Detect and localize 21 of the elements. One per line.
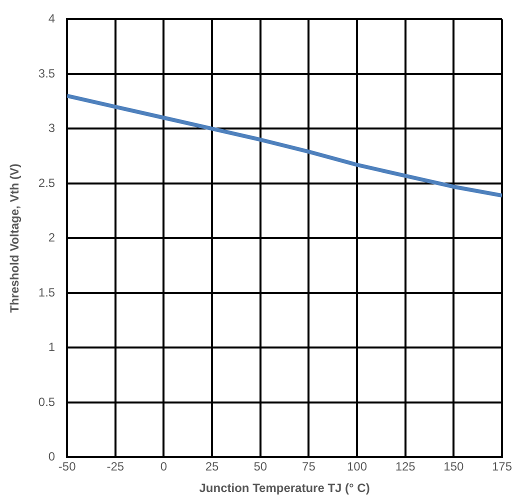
x-tick-label: 125	[395, 460, 416, 474]
y-tick-label: 0	[48, 450, 56, 464]
y-tick-label: 0.5	[38, 394, 56, 409]
y-tick-label: 1	[48, 340, 56, 354]
x-tick-label: -50	[58, 460, 76, 474]
y-tick-label: 1.5	[38, 285, 56, 300]
x-tick-label: 50	[254, 460, 268, 474]
x-tick-label: 25	[205, 460, 220, 474]
x-tick-label: 175	[492, 460, 512, 474]
y-tick-label: 3.5	[38, 66, 56, 80]
x-axis-title: Junction Temperature TJ (° C)	[199, 481, 370, 496]
x-tick-label: -25	[106, 460, 124, 474]
y-tick-label: 3	[48, 121, 56, 136]
x-tick-label: 100	[347, 460, 368, 474]
y-tick-label: 2.5	[38, 176, 56, 190]
x-tick-label: 0	[160, 460, 168, 474]
y-tick-label: 2	[48, 230, 56, 245]
x-tick-label: 75	[302, 460, 316, 474]
y-tick-label: 4	[48, 12, 56, 26]
x-tick-label: 150	[444, 460, 464, 474]
y-axis-title: Threshold Voltage, Vth (V)	[8, 164, 22, 313]
